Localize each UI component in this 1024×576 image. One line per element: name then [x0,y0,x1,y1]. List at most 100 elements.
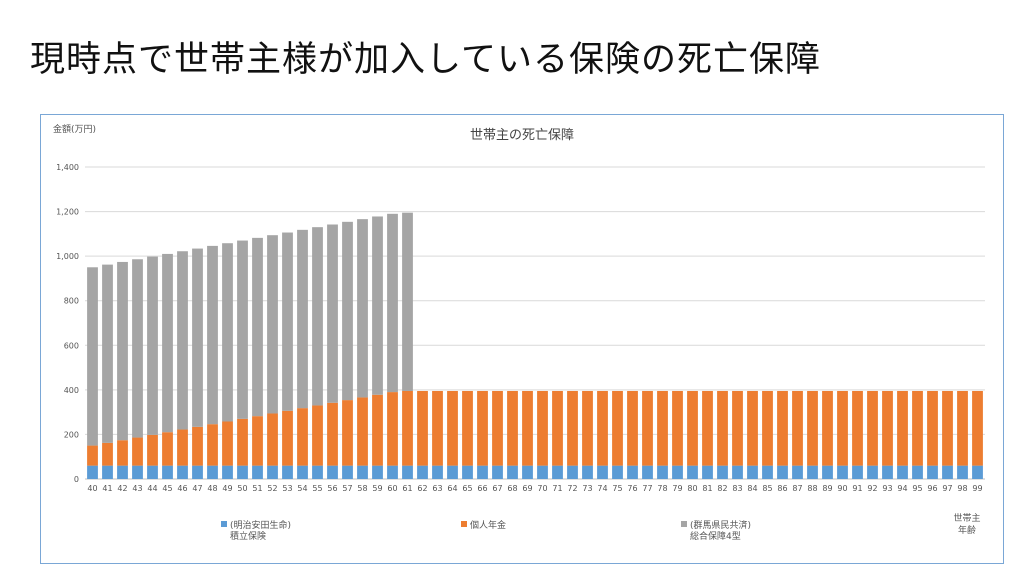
bar-segment-series-3 [207,245,218,425]
x-tick-label: 74 [597,484,607,493]
x-tick-label: 72 [567,484,577,493]
y-tick-label: 600 [64,341,79,350]
bar-segment-series-2 [402,390,413,466]
bar-segment-series-1 [462,465,473,479]
x-tick-label: 79 [672,484,682,493]
bar-segment-series-1 [777,465,788,479]
bar-segment-series-2 [207,424,218,466]
x-tick-label: 82 [717,484,727,493]
bar-segment-series-1 [717,465,728,479]
bar-segment-series-1 [207,465,218,479]
x-tick-label: 55 [312,484,322,493]
bar-segment-series-1 [972,465,983,479]
bar-segment-series-1 [252,465,263,479]
bar-segment-series-1 [657,465,668,479]
legend-swatch [461,521,467,527]
bar-segment-series-3 [192,248,203,427]
legend-swatch [681,521,687,527]
x-tick-label: 95 [912,484,922,493]
legend-label: (明治安田生命) [230,519,291,531]
bar-segment-series-1 [282,465,293,479]
chart-title: 世帯主の死亡保障 [470,128,574,143]
bar-segment-series-1 [927,465,938,479]
bar-segment-series-1 [822,465,833,479]
bar-segment-series-1 [477,465,488,479]
bar-segment-series-3 [402,212,413,391]
bar-segment-series-2 [642,390,653,466]
bar-segment-series-3 [282,232,293,411]
x-tick-label: 44 [147,484,157,493]
bar-segment-series-2 [507,390,518,466]
bar-segment-series-1 [957,465,968,479]
bar-segment-series-2 [132,437,143,466]
bar-segment-series-3 [252,237,263,417]
x-tick-label: 71 [552,484,562,493]
bar-segment-series-1 [372,465,383,479]
x-tick-label: 91 [852,484,862,493]
y-tick-label: 1,200 [56,208,79,217]
bar-segment-series-1 [702,465,713,479]
bar-segment-series-1 [942,465,953,479]
bar-segment-series-3 [237,240,248,419]
x-axis-label-line: 世帯主 [953,512,980,524]
x-tick-label: 76 [627,484,637,493]
bar-segment-series-3 [327,224,338,403]
x-tick-label: 75 [612,484,622,493]
x-tick-label: 86 [777,484,787,493]
x-tick-label: 81 [702,484,712,493]
x-tick-label: 64 [447,484,457,493]
bar-segment-series-1 [342,465,353,479]
bar-segment-series-2 [612,390,623,466]
bar-segment-series-1 [132,465,143,479]
x-tick-label: 93 [882,484,892,493]
bar-segment-series-1 [387,465,398,479]
x-tick-label: 66 [477,484,487,493]
bar-segment-series-2 [447,390,458,466]
bar-segment-series-3 [162,253,173,433]
bar-segment-series-1 [597,465,608,479]
bar-segment-series-2 [537,390,548,466]
x-tick-label: 40 [87,484,97,493]
bar-segment-series-2 [312,405,323,466]
x-tick-label: 48 [207,484,217,493]
bar-segment-series-2 [837,390,848,466]
bar-segment-series-1 [732,465,743,479]
x-tick-label: 54 [297,484,307,493]
x-tick-label: 45 [162,484,172,493]
legend: (明治安田生命)積立保険 個人年金 (群馬県民共済)総合保障4型 [221,519,751,542]
bar-segment-series-1 [447,465,458,479]
bar-segment-series-2 [597,390,608,466]
x-tick-label: 87 [792,484,802,493]
bar-segment-series-1 [417,465,428,479]
bar-segment-series-1 [882,465,893,479]
y-axis-unit-label: 金額(万円) [53,123,96,135]
bar-segment-series-1 [192,465,203,479]
bar-segment-series-1 [222,465,233,479]
x-tick-label: 50 [237,484,247,493]
bar-segment-series-1 [852,465,863,479]
bar-segment-series-2 [912,390,923,466]
x-axis-ticks: 40 41 42 43 44 45 46 47 48 49 50 51 52 53 54 55 56 57 58 59… [87,484,982,493]
x-tick-label: 99 [972,484,982,493]
bar-segment-series-2 [372,394,383,466]
bar-segment-series-2 [267,413,278,466]
bar-segment-series-1 [672,465,683,479]
bar-segment-series-1 [507,465,518,479]
x-tick-label: 78 [657,484,667,493]
bars [87,212,983,479]
bar-segment-series-1 [237,465,248,479]
bar-segment-series-2 [627,390,638,466]
bar-segment-series-2 [867,390,878,466]
x-tick-label: 68 [507,484,517,493]
bar-segment-series-1 [582,465,593,479]
y-tick-label: 800 [64,297,79,306]
bar-segment-series-2 [237,418,248,466]
bar-segment-series-1 [267,465,278,479]
bar-segment-series-1 [177,465,188,479]
bar-segment-series-1 [897,465,908,479]
legend-label: 積立保険 [230,530,266,542]
x-tick-label: 84 [747,484,757,493]
bar-segment-series-3 [297,229,308,409]
y-tick-label: 200 [64,430,79,439]
